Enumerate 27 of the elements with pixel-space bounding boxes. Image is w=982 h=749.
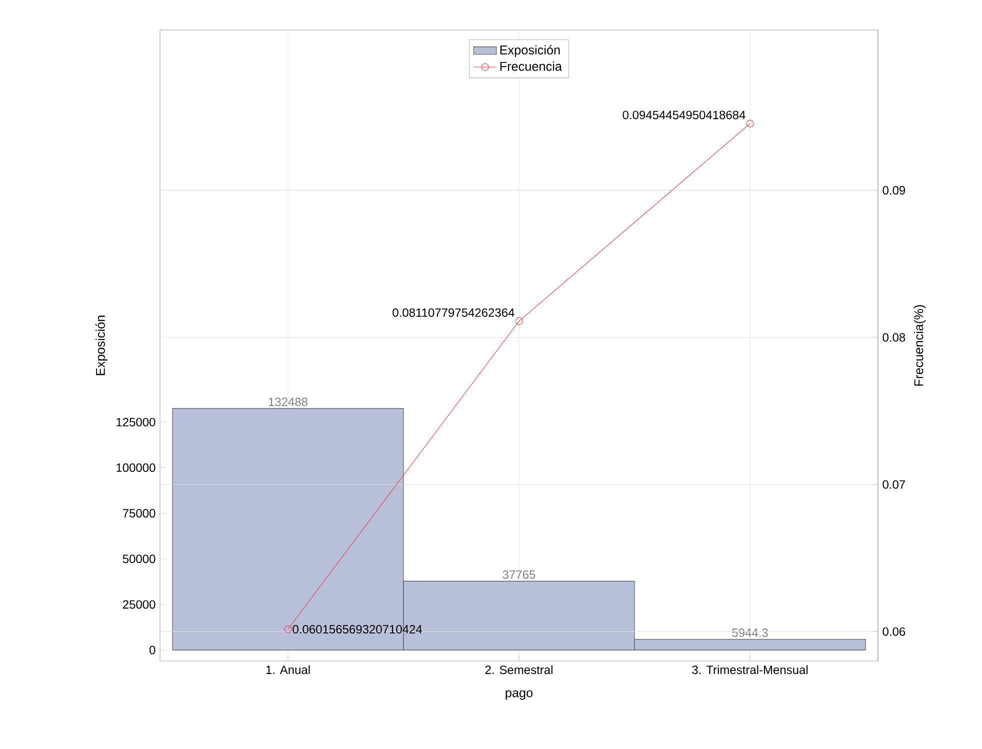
y2-axis-title: Frecuencia(%)	[914, 305, 926, 386]
y2-tick-label: 0.07	[882, 480, 906, 489]
legend-label: Frecuencia	[500, 62, 562, 71]
point	[746, 120, 754, 128]
data-label: 0.08110779754262364	[392, 308, 514, 317]
y-tick-label: 25000	[122, 600, 156, 609]
y-axis-title: Exposición	[95, 316, 108, 376]
x-tick-label: 1. Anual	[266, 665, 310, 674]
y2-tick-label: 0.09	[882, 186, 906, 195]
x-axis-title: pago	[506, 690, 533, 700]
x-tick-label: 3. Trimestral-Mensual	[692, 665, 808, 674]
y-tick-label: 50000	[122, 554, 156, 564]
y-tick-label: 100000	[116, 463, 156, 472]
data-label: 37765	[502, 570, 536, 579]
point	[284, 626, 292, 633]
legend-label: Exposición	[500, 45, 560, 58]
point	[515, 317, 523, 325]
y2-tick-label: 0.06	[882, 627, 906, 636]
y-tick-label: 125000	[116, 418, 156, 426]
y2-tick-label: 0.08	[882, 333, 906, 342]
y-tick-label: 75000	[122, 509, 156, 518]
y-tick-label: 0	[150, 646, 156, 654]
x-tick-label: 2. Semestral	[485, 665, 552, 674]
data-label: 0.09454454950418684	[622, 110, 746, 120]
data-label: 0.060156569320710424	[292, 625, 422, 634]
data-label: 5944.3	[732, 628, 768, 637]
data-label: 132488	[268, 398, 308, 406]
